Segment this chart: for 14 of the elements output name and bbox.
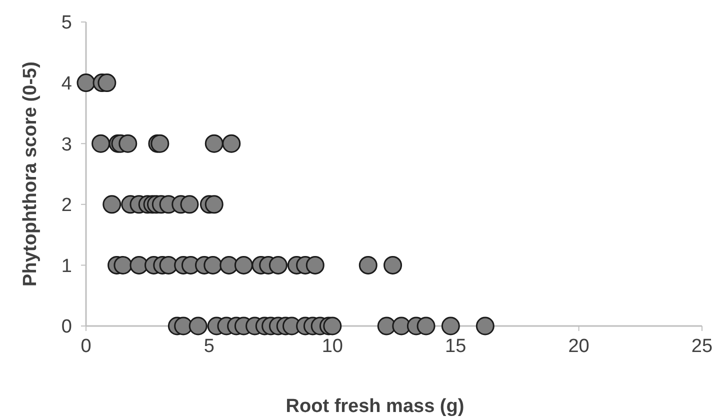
y-axis-title: Phytophthora score (0-5) xyxy=(20,62,41,286)
y-tick-label: 2 xyxy=(61,195,72,216)
y-tick-label: 3 xyxy=(61,134,72,156)
y-tick-label: 5 xyxy=(61,12,72,34)
x-tick-label: 10 xyxy=(322,336,343,357)
x-tick-label: 20 xyxy=(568,336,590,357)
y-tick-label: 1 xyxy=(61,256,72,277)
y-tick-label: 0 xyxy=(61,316,72,338)
y-tick-label: 4 xyxy=(61,73,72,94)
x-tick-label: 0 xyxy=(80,336,92,357)
x-tick-label: 15 xyxy=(445,336,466,357)
x-tick-label: 5 xyxy=(204,336,214,357)
x-axis-title: Root fresh mass (g) xyxy=(286,396,464,417)
x-tick-label: 25 xyxy=(691,336,713,357)
